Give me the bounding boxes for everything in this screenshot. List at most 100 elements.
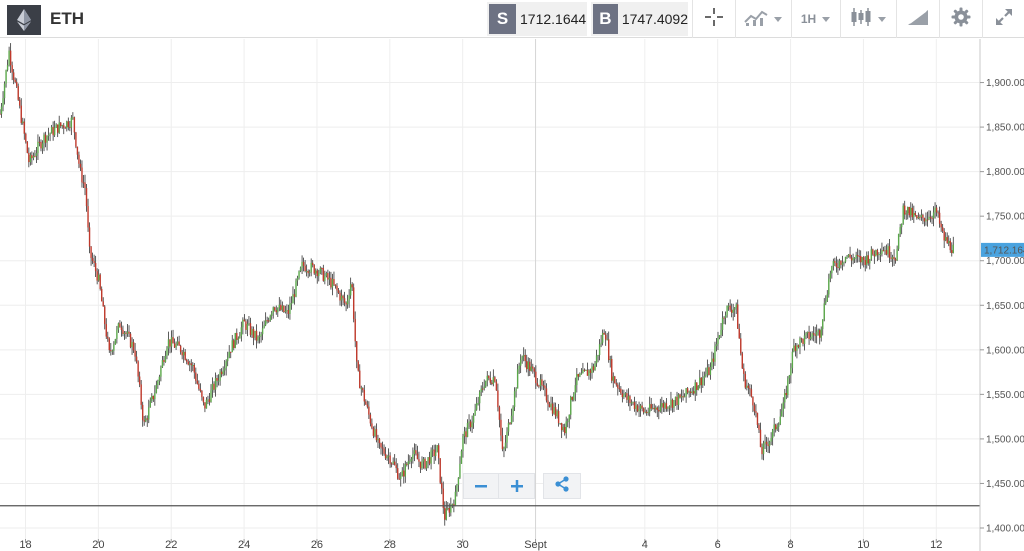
candle-down [729, 305, 731, 310]
candle-down [621, 393, 624, 398]
candle-up [627, 396, 630, 400]
candle-up [899, 227, 901, 234]
candle-up [427, 457, 429, 462]
candle-down [532, 366, 534, 369]
candle-up [559, 423, 561, 425]
candle-up [897, 233, 900, 249]
candle-down [390, 463, 393, 465]
candle-up [806, 331, 809, 334]
candle-down [351, 284, 353, 288]
candle-down [428, 457, 431, 464]
fullscreen-button[interactable] [982, 0, 1024, 38]
candle-down [44, 134, 47, 143]
candle-down [676, 396, 678, 406]
candle-down [354, 319, 356, 342]
candle-down [653, 407, 655, 410]
candle-down [369, 414, 372, 424]
candle-up [410, 459, 413, 462]
candle-down [586, 369, 589, 376]
candle-up [182, 351, 185, 356]
candle-up [492, 377, 495, 385]
candle-up [866, 255, 868, 265]
candle-down [52, 127, 54, 136]
x-tick-label: 4 [642, 539, 648, 551]
candle-down [138, 376, 141, 385]
candle-down [104, 306, 106, 325]
candle-down [524, 355, 526, 362]
candle-down [465, 431, 467, 438]
chevron-down-icon [878, 16, 886, 22]
candle-up [878, 253, 880, 256]
candle-down [859, 255, 862, 263]
candle-down [107, 336, 109, 339]
candle-down [626, 393, 628, 400]
candle-up [574, 385, 577, 394]
candle-down [741, 353, 743, 369]
candle-down [99, 274, 101, 289]
price-chart[interactable]: 1,400.000 1,450.000 1,500.000 1,550.000 1,60… [0, 39, 1024, 551]
candle-down [181, 352, 183, 356]
candle-up [214, 377, 217, 390]
candle-down [337, 290, 340, 293]
candle-down [334, 284, 337, 286]
candle-down [75, 132, 77, 147]
candle-down [618, 388, 621, 390]
candle-down [750, 389, 753, 397]
candle-up [796, 345, 798, 351]
chart-type-dropdown[interactable] [840, 0, 895, 38]
candle-down [195, 372, 197, 381]
y-tick-label: 1,900.000 [986, 78, 1024, 89]
candle-up [161, 359, 164, 368]
candle-up [305, 271, 308, 273]
candle-down [163, 359, 165, 362]
candle-down [190, 363, 192, 366]
candle-up [779, 416, 781, 425]
candle-down [96, 271, 98, 281]
candle-up [717, 337, 719, 345]
candle-up [803, 335, 806, 344]
candle-down [313, 265, 315, 274]
candle-up [507, 422, 510, 432]
share-button[interactable] [543, 473, 581, 499]
crosshair-button[interactable] [692, 0, 734, 38]
zoom-in-button[interactable] [499, 473, 535, 499]
candle-up [50, 127, 53, 134]
candle-down [9, 50, 12, 66]
timeframe-dropdown[interactable]: 1H [791, 0, 839, 38]
sell-button[interactable]: S 1712.1644 [487, 2, 587, 36]
candle-down [102, 301, 104, 307]
candle-down [424, 458, 426, 469]
drawing-tools-button[interactable] [896, 0, 938, 38]
candle-up [151, 395, 153, 401]
candle-down [738, 328, 740, 339]
candle-down [885, 250, 888, 255]
candle-up [29, 154, 32, 163]
candle-down [693, 391, 695, 394]
candle-up [913, 213, 915, 218]
candle-up [667, 407, 669, 410]
candle-up [468, 421, 470, 424]
buy-button[interactable]: B 1747.4092 [591, 2, 688, 36]
candle-up [579, 373, 581, 377]
candle-up [639, 405, 642, 409]
candle-down [76, 146, 79, 155]
candle-up [724, 315, 727, 318]
settings-button[interactable] [939, 0, 981, 38]
candle-down [611, 358, 613, 381]
candle-up [638, 408, 640, 412]
indicators-dropdown[interactable] [735, 0, 790, 38]
candle-down [642, 408, 645, 413]
candle-down [304, 265, 306, 272]
pencil-ruler-icon [907, 8, 929, 31]
candle-down [220, 371, 223, 375]
candle-up [815, 331, 818, 336]
candle-up [879, 253, 882, 255]
candle-up [522, 355, 525, 357]
candle-down [419, 461, 422, 469]
zoom-out-button[interactable] [463, 473, 499, 499]
candle-down [0, 113, 1, 115]
candle-down [541, 379, 543, 386]
candle-down [641, 405, 643, 409]
candle-down [416, 453, 419, 460]
y-tick-label: 1,750.000 [986, 212, 1024, 223]
